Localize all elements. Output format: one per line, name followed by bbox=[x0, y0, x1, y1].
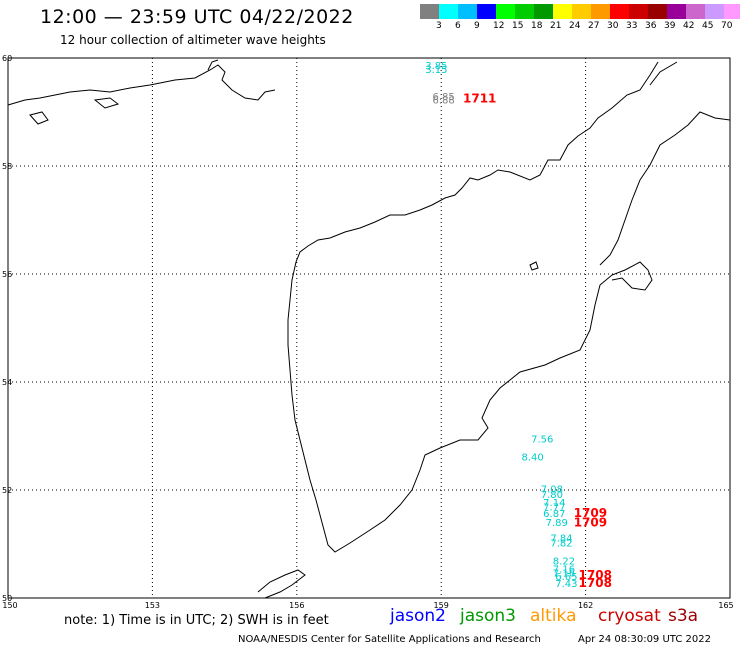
scale-label: 70 bbox=[721, 21, 733, 31]
scale-label: 3 bbox=[436, 21, 442, 31]
scale-swatch bbox=[420, 4, 439, 19]
wave-height-label: 6.65 bbox=[555, 572, 577, 583]
lon-tick-label: 159 bbox=[434, 601, 449, 610]
wave-height-label: 6.87 bbox=[543, 509, 565, 520]
credit-text: NOAA/NESDIS Center for Satellite Applica… bbox=[238, 634, 541, 645]
satellite-legend-s3a: s3a bbox=[668, 606, 699, 626]
coastline bbox=[7, 59, 731, 599]
lat-tick-label: 56 bbox=[2, 270, 12, 279]
lon-tick-label: 153 bbox=[145, 601, 160, 610]
wave-height-label: 7.16 bbox=[553, 568, 575, 579]
lat-tick-label: 58 bbox=[2, 162, 12, 171]
wave-height-label: 8.22 bbox=[553, 557, 575, 568]
wave-height-label: 7.16 bbox=[553, 565, 575, 576]
wave-height-labels: 3.153.85 6.856.88 1711 7.56 8.40 7.087.807.14… bbox=[425, 61, 612, 590]
scale-swatch bbox=[458, 4, 477, 19]
page-title: 12:00 — 23:59 UTC 04/22/2022 bbox=[40, 6, 354, 28]
wave-height-label: 7.84 bbox=[550, 533, 572, 544]
wave-height-label: 7.89 bbox=[546, 518, 568, 529]
scale-swatch bbox=[591, 4, 610, 19]
wave-height-label: 1708 bbox=[579, 568, 612, 582]
scale-label: 15 bbox=[512, 21, 524, 31]
scale-label: 6 bbox=[455, 21, 461, 31]
scale-swatch bbox=[629, 4, 648, 19]
lat-tick-label: 52 bbox=[2, 486, 12, 495]
color-scale bbox=[420, 4, 740, 20]
scale-swatch bbox=[553, 4, 572, 19]
latitude-labels: 60 58 56 54 52 50 bbox=[2, 54, 12, 603]
page-subtitle: 12 hour collection of altimeter wave hei… bbox=[60, 33, 326, 47]
scale-swatch bbox=[477, 4, 496, 19]
scale-swatch bbox=[648, 4, 667, 19]
wave-height-label: 7.82 bbox=[550, 539, 572, 550]
footer-note: note: 1) Time is in UTC; 2) SWH is in fe… bbox=[64, 613, 329, 628]
wave-height-label: 6.85 bbox=[432, 92, 454, 103]
scale-swatch bbox=[439, 4, 458, 19]
scale-label: 12 bbox=[493, 21, 505, 31]
scale-label: 21 bbox=[550, 21, 562, 31]
lat-tick-label: 60 bbox=[2, 54, 12, 63]
lon-tick-label: 156 bbox=[289, 601, 304, 610]
lat-tick-label: 50 bbox=[2, 594, 12, 603]
scale-label: 27 bbox=[588, 21, 600, 31]
wave-height-label: 7.08 bbox=[541, 485, 563, 496]
wave-height-label: 1709 bbox=[574, 506, 607, 520]
wave-height-label: 7.77 bbox=[543, 503, 565, 514]
lat-tick-label: 54 bbox=[2, 378, 12, 387]
scale-label: 33 bbox=[626, 21, 638, 31]
wave-height-label: 6.88 bbox=[432, 95, 454, 106]
scale-label: 24 bbox=[569, 21, 581, 31]
map-grid bbox=[8, 58, 730, 598]
lon-tick-label: 162 bbox=[578, 601, 593, 610]
wave-height-label: 1711 bbox=[463, 91, 496, 105]
satellite-legend-altika: altika bbox=[530, 606, 577, 626]
lon-tick-label: 165 bbox=[718, 601, 733, 610]
satellite-legend-jason3: jason3 bbox=[460, 606, 516, 626]
scale-swatch bbox=[610, 4, 629, 19]
lon-tick-label: 150 bbox=[2, 601, 17, 610]
satellite-legend-jason2: jason2 bbox=[390, 606, 446, 626]
longitude-labels: 150 153 156 159 162 165 bbox=[2, 601, 733, 610]
timestamp-text: Apr 24 08:30:09 UTC 2022 bbox=[578, 634, 711, 645]
wave-height-label: 7.14 bbox=[543, 498, 565, 509]
scale-swatch bbox=[534, 4, 553, 19]
wave-height-label: 7.80 bbox=[541, 490, 563, 501]
wave-height-label: 3.85 bbox=[425, 61, 447, 72]
scale-swatch bbox=[686, 4, 705, 19]
wave-height-label: 1709 bbox=[574, 516, 607, 530]
scale-label: 30 bbox=[607, 21, 619, 31]
scale-label: 45 bbox=[702, 21, 714, 31]
scale-label: 9 bbox=[474, 21, 480, 31]
map-frame bbox=[7, 57, 731, 599]
wave-height-label: 8.40 bbox=[522, 452, 544, 463]
scale-label: 39 bbox=[664, 21, 676, 31]
scale-label: 18 bbox=[531, 21, 543, 31]
scale-swatch bbox=[705, 4, 724, 19]
scale-label: 36 bbox=[645, 21, 657, 31]
scale-swatch bbox=[496, 4, 515, 19]
scale-swatch bbox=[724, 4, 740, 19]
wave-height-label: 7.56 bbox=[531, 434, 553, 445]
scale-swatch bbox=[572, 4, 591, 19]
wave-height-label: 7.43 bbox=[555, 579, 577, 590]
wave-height-label: 1708 bbox=[579, 576, 612, 590]
scale-label: 42 bbox=[683, 21, 695, 31]
satellite-legend-cryosat: cryosat bbox=[598, 606, 661, 626]
scale-swatch bbox=[515, 4, 534, 19]
scale-swatch bbox=[667, 4, 686, 19]
wave-height-label: 3.15 bbox=[425, 65, 447, 76]
